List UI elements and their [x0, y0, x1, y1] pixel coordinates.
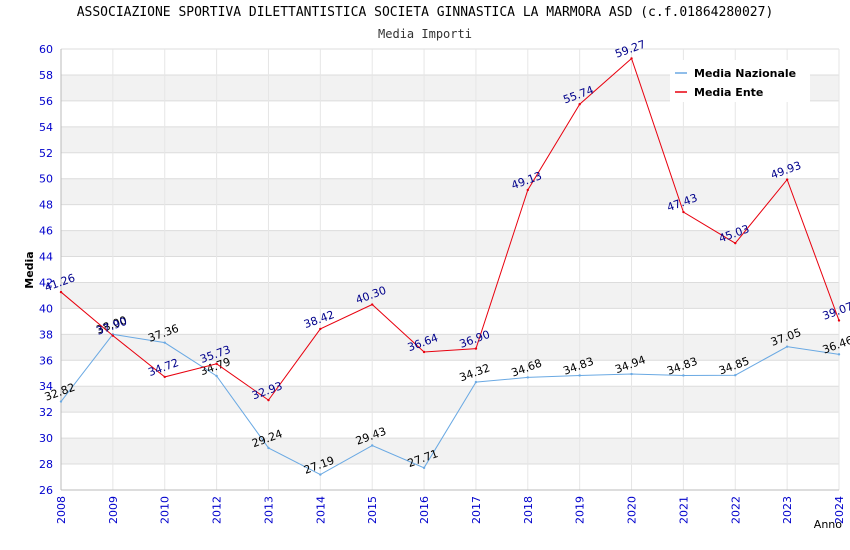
data-point: [682, 374, 685, 377]
y-tick-label: 26: [39, 484, 53, 497]
data-point: [215, 374, 218, 378]
data-point: [526, 188, 529, 192]
y-tick-label: 42: [39, 276, 53, 289]
data-point: [630, 57, 633, 60]
legend-label: Media Ente: [694, 86, 763, 99]
x-tick-label: 2008: [55, 496, 68, 524]
data-point: [785, 345, 789, 348]
data-point: [837, 353, 841, 356]
chart-subtitle: Media Importi: [378, 27, 472, 41]
y-tick-label: 36: [39, 354, 53, 367]
data-point: [319, 327, 322, 331]
x-tick-label: 2021: [677, 496, 690, 524]
data-point: [267, 446, 270, 450]
x-tick-label: 2009: [107, 496, 120, 524]
y-tick-label: 54: [39, 121, 53, 134]
data-point: [526, 376, 529, 379]
series-line: [60, 57, 840, 401]
legend-box: [670, 60, 810, 102]
y-tick-label: 32: [39, 406, 53, 419]
y-tick-label: 38: [39, 328, 53, 341]
data-point: [578, 103, 581, 106]
x-tick-label: 2016: [418, 496, 431, 524]
y-tick-label: 30: [39, 432, 53, 445]
data-point: [734, 374, 737, 377]
data-point: [785, 178, 789, 181]
x-tick-label: 2013: [262, 496, 275, 524]
x-axis-label: Anno: [814, 518, 842, 531]
y-tick-label: 52: [39, 147, 53, 160]
data-label: 38.42: [302, 308, 336, 331]
data-point: [422, 466, 426, 470]
series-line: [60, 333, 840, 476]
y-tick-label: 58: [39, 69, 53, 82]
x-tick-label: 2012: [211, 496, 224, 524]
y-tick-label: 44: [39, 251, 53, 264]
x-tick-label: 2023: [781, 496, 794, 524]
x-tick-label: 2020: [626, 496, 639, 524]
data-point: [682, 210, 685, 214]
data-point: [319, 473, 322, 476]
x-tick-label: 2015: [366, 496, 379, 524]
grid-band: [61, 126, 839, 153]
data-point: [59, 400, 63, 403]
data-point: [734, 241, 737, 245]
data-point: [111, 334, 115, 337]
data-point: [371, 444, 374, 447]
data-point: [578, 374, 581, 377]
x-tick-label: 2014: [314, 496, 327, 524]
grid-band: [61, 178, 839, 205]
data-point: [474, 380, 478, 384]
y-tick-label: 60: [39, 43, 53, 56]
y-tick-label: 34: [39, 380, 53, 393]
grid-band: [61, 230, 839, 257]
data-point: [267, 398, 270, 402]
y-tick-label: 40: [39, 302, 53, 315]
legend-label: Media Nazionale: [694, 67, 796, 80]
chart-title: ASSOCIAZIONE SPORTIVA DILETTANTISTICA SO…: [76, 5, 774, 20]
y-tick-label: 28: [39, 458, 53, 471]
x-tick-label: 2010: [159, 496, 172, 524]
data-label: 59.27: [613, 38, 647, 61]
x-tick-label: 2018: [522, 496, 535, 524]
data-point: [422, 350, 426, 354]
x-tick-label: 2017: [470, 496, 483, 524]
data-point: [371, 303, 374, 306]
x-tick-label: 2022: [729, 496, 742, 524]
x-tick-label: 2019: [574, 496, 587, 524]
y-tick-label: 48: [39, 199, 53, 212]
data-point: [215, 362, 218, 365]
data-point: [474, 347, 478, 350]
y-tick-label: 56: [39, 95, 53, 108]
data-point: [163, 341, 166, 344]
data-point: [630, 372, 633, 376]
grid-band: [61, 438, 839, 465]
grid-band: [61, 386, 839, 413]
y-tick-label: 50: [39, 173, 53, 186]
y-axis-label: Media: [23, 251, 36, 288]
data-point: [59, 290, 63, 294]
grid-band: [61, 334, 839, 361]
x-tick-label: 2024: [833, 496, 846, 524]
data-point: [837, 319, 841, 322]
grid-band: [61, 282, 839, 309]
y-tick-label: 46: [39, 225, 53, 238]
data-point: [163, 375, 166, 379]
